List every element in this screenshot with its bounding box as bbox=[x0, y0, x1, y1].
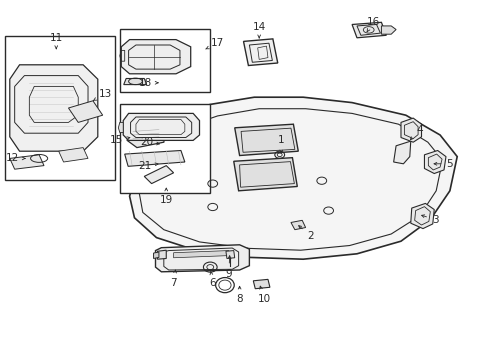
Polygon shape bbox=[59, 148, 88, 162]
Polygon shape bbox=[410, 203, 433, 229]
Bar bbox=[5, 36, 115, 180]
Text: 9: 9 bbox=[225, 256, 232, 279]
Polygon shape bbox=[124, 150, 184, 166]
Text: 8: 8 bbox=[236, 286, 243, 304]
Polygon shape bbox=[153, 252, 159, 258]
Polygon shape bbox=[68, 101, 102, 122]
Polygon shape bbox=[351, 22, 386, 38]
Polygon shape bbox=[400, 118, 421, 142]
Polygon shape bbox=[234, 124, 298, 156]
Polygon shape bbox=[144, 166, 173, 184]
Text: 2: 2 bbox=[298, 226, 313, 241]
Text: 15: 15 bbox=[109, 135, 130, 145]
Text: 20: 20 bbox=[140, 137, 159, 147]
Polygon shape bbox=[10, 65, 98, 151]
Text: 17: 17 bbox=[205, 38, 224, 49]
Text: 19: 19 bbox=[159, 188, 173, 205]
Polygon shape bbox=[121, 40, 190, 74]
Text: 10: 10 bbox=[257, 286, 270, 304]
Text: 11: 11 bbox=[49, 33, 63, 49]
Polygon shape bbox=[424, 150, 445, 174]
Polygon shape bbox=[155, 245, 249, 272]
Polygon shape bbox=[127, 121, 166, 148]
Text: 3: 3 bbox=[421, 215, 438, 225]
Polygon shape bbox=[233, 158, 297, 191]
Text: 6: 6 bbox=[209, 272, 216, 288]
Polygon shape bbox=[129, 97, 456, 259]
Polygon shape bbox=[123, 113, 199, 140]
Text: 21: 21 bbox=[138, 161, 158, 171]
Polygon shape bbox=[123, 78, 146, 85]
Text: 13: 13 bbox=[93, 89, 112, 100]
Polygon shape bbox=[118, 122, 123, 132]
Polygon shape bbox=[393, 141, 410, 164]
Text: 18: 18 bbox=[138, 78, 158, 88]
Text: 7: 7 bbox=[170, 270, 177, 288]
Text: 12: 12 bbox=[5, 153, 25, 163]
Bar bbox=[120, 104, 210, 193]
Text: 16: 16 bbox=[366, 17, 379, 32]
Text: 4: 4 bbox=[409, 125, 422, 140]
Polygon shape bbox=[243, 39, 277, 66]
Bar bbox=[120, 29, 210, 92]
Polygon shape bbox=[253, 279, 269, 289]
Polygon shape bbox=[290, 220, 305, 230]
Text: 1: 1 bbox=[277, 135, 284, 153]
Text: 14: 14 bbox=[252, 22, 265, 38]
Polygon shape bbox=[381, 26, 395, 34]
Polygon shape bbox=[157, 250, 166, 259]
Polygon shape bbox=[10, 155, 44, 169]
Polygon shape bbox=[173, 251, 228, 258]
Polygon shape bbox=[225, 251, 234, 258]
Text: 5: 5 bbox=[433, 159, 452, 169]
